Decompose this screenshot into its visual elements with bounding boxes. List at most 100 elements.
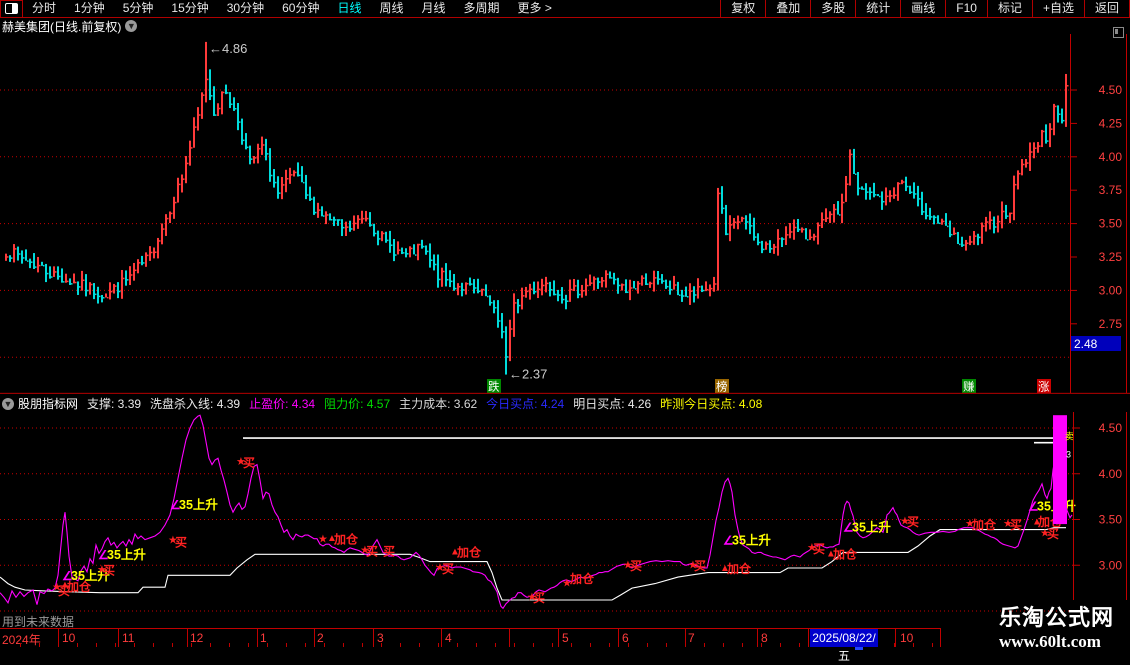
buy-label: 买 [694, 559, 706, 573]
period-tab-0[interactable]: 分时 [32, 1, 57, 15]
svg-text:3.75: 3.75 [1099, 183, 1123, 197]
minor-tick [723, 643, 724, 647]
low-annotation: ←2.37 [509, 367, 547, 382]
minor-tick [381, 643, 382, 647]
indicator-field-1: 洗盘杀入线: 4.39 [150, 397, 241, 411]
month-tick [895, 629, 896, 647]
minor-tick [248, 643, 249, 647]
minor-tick [552, 643, 553, 647]
month-label-0: 10 [62, 631, 76, 645]
add-triangle-marker: ▲ [450, 547, 460, 558]
minor-tick [438, 643, 439, 647]
svg-text:赚: 赚 [963, 380, 975, 394]
minor-tick [647, 643, 648, 647]
minor-tick [457, 643, 458, 647]
chevron-down-icon[interactable]: ▼ [125, 20, 138, 32]
minor-tick [799, 643, 800, 647]
tool-button-5[interactable]: F10 [945, 0, 987, 17]
month-tick [257, 629, 258, 647]
minor-tick [913, 643, 914, 647]
date-axis[interactable]: 2024年 10 11 12 1 2 3 4 5 6 7 8 10 2025/08/22/五 [0, 628, 941, 663]
buy-label: 买 [175, 535, 187, 549]
candlestick-chart[interactable]: ←4.86 ←2.37 4.50 4.25 4.00 3.75 3.50 3.25 3.00 2.… [0, 34, 1130, 394]
tool-button-8[interactable]: 返回 [1083, 0, 1130, 17]
month-label-10: 8 [761, 631, 768, 645]
indicator-field-0: 支撑: 3.39 [87, 397, 142, 411]
chevron-down-icon[interactable]: ▼ [2, 397, 14, 410]
rise-angle-icon: ∠ [62, 569, 73, 583]
period-tab-3[interactable]: 15分钟 [171, 1, 209, 15]
minor-tick [571, 643, 572, 647]
tool-button-3[interactable]: 统计 [855, 0, 900, 17]
svg-text:3.00: 3.00 [1099, 283, 1123, 297]
month-tick [618, 629, 619, 647]
period-toolbar: 分时 1分钟 5分钟 15分钟 30分钟 60分钟 日线 周线 月线 多周期 更多 > [0, 0, 561, 18]
buy-star-marker: ★ [1003, 518, 1013, 530]
buy-label: 买 [442, 562, 454, 576]
buy-label: 买 [533, 591, 545, 605]
add-label: 加仓 [456, 544, 482, 559]
minor-tick [894, 643, 895, 647]
minor-tick [305, 643, 306, 647]
rise-label: 35上升 [71, 568, 110, 583]
buy-star-marker: ★ [562, 578, 572, 590]
minor-tick [495, 643, 496, 647]
period-tab-2[interactable]: 5分钟 [122, 1, 154, 15]
indicator-chart[interactable]: ★买▲加仓∠35上升★买∠35上升★买∠35上升★买★ ▲加仓★买 买★买▲加仓★买… [0, 412, 1130, 617]
tool-button-4[interactable]: 画线 [900, 0, 945, 17]
minor-tick [761, 643, 762, 647]
month-label-3: 1 [260, 631, 267, 645]
split-view-button[interactable] [0, 0, 23, 18]
clipped-label-fragment: 卖 [1065, 431, 1074, 441]
svg-text:4.00: 4.00 [1099, 467, 1123, 481]
tool-button-1[interactable]: 叠加 [765, 0, 810, 17]
window-layout-icon[interactable] [1113, 27, 1124, 38]
period-tab-7[interactable]: 周线 [379, 1, 404, 15]
buy-star-marker: ★ [527, 591, 537, 603]
chart-titlebar: 赫美集团(日线.前复权) ▼ [0, 18, 1130, 38]
tool-button-6[interactable]: 标记 [986, 0, 1032, 17]
indicator-field-2: 止盈价: 4.34 [249, 397, 316, 411]
minor-tick [533, 643, 534, 647]
minor-tick [666, 643, 667, 647]
minor-tick [267, 643, 268, 647]
tool-button-0[interactable]: 复权 [720, 0, 765, 17]
buy-label: 买 [907, 515, 919, 529]
rise-angle-icon: ∠ [98, 548, 109, 562]
signal-bar [1053, 415, 1067, 525]
minor-tick [476, 643, 477, 647]
indicator-field-3: 阻力价: 4.57 [324, 397, 391, 411]
period-tab-4[interactable]: 30分钟 [226, 1, 265, 15]
buy-star-marker: ★ [318, 534, 328, 546]
add-triangle-marker: ▲ [826, 548, 836, 559]
buy-star-marker: ★ [52, 581, 62, 593]
svg-text:4.00: 4.00 [1099, 150, 1123, 164]
minor-tick [685, 643, 686, 647]
add-triangle-marker: ▲ [720, 563, 730, 574]
statusbar-fragment [855, 647, 863, 650]
minor-tick [932, 643, 933, 647]
tool-button-2[interactable]: 多股 [810, 0, 855, 17]
minor-tick [134, 643, 135, 647]
minor-tick [229, 643, 230, 647]
period-tab-10[interactable]: 更多 > [517, 1, 552, 15]
buy-star-marker: ★ [900, 515, 910, 527]
buy-star-marker: ★ [688, 559, 698, 571]
svg-text:2.48: 2.48 [1074, 337, 1098, 351]
period-tab-6[interactable]: 日线 [337, 1, 362, 15]
chart-tag-0 [487, 379, 501, 393]
month-label-1: 11 [122, 631, 135, 645]
minor-tick [514, 643, 515, 647]
tool-button-7[interactable]: +自选 [1031, 0, 1084, 17]
period-tab-5[interactable]: 60分钟 [282, 1, 320, 15]
clipped-label-fragment: 3 [1066, 450, 1071, 460]
svg-text:涨: 涨 [1038, 381, 1050, 394]
period-tab-8[interactable]: 月线 [421, 1, 446, 15]
svg-text:3.50: 3.50 [1099, 217, 1123, 231]
period-tab-1[interactable]: 1分钟 [74, 1, 105, 15]
month-tick [757, 629, 758, 647]
add-label: 加仓 [726, 561, 752, 576]
period-tab-9[interactable]: 多周期 [463, 1, 500, 15]
cost-line [0, 527, 1066, 601]
svg-text:4.50: 4.50 [1099, 421, 1123, 435]
